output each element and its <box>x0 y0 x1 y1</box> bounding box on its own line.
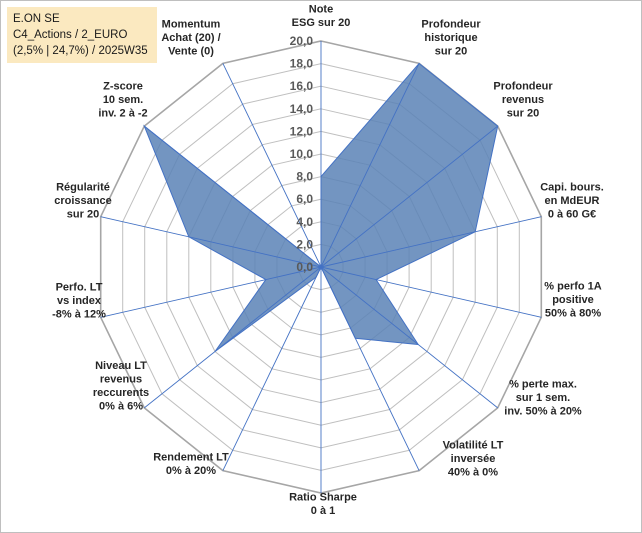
axis-spoke-10 <box>144 266 322 409</box>
radar-spokes <box>100 41 542 493</box>
radial-tick-label: 4,0 <box>296 215 313 229</box>
axis-label-line: % perte max. <box>509 379 577 391</box>
radial-tick-label: 6,0 <box>296 192 313 206</box>
axis-label-line: Régularité <box>56 182 110 194</box>
axis-label-line: Achat (20) / <box>161 32 220 44</box>
axis-label-14: Momentum Achat (20) / Vente (0) <box>161 19 220 58</box>
axis-spoke-5 <box>320 266 542 318</box>
radial-tick-label: 20,0 <box>290 34 314 48</box>
axis-label-line: ESG sur 20 <box>292 17 351 29</box>
axis-label-line: Perfo. LT <box>56 282 103 294</box>
axis-label-line: en MdEUR <box>545 195 600 207</box>
axis-label-line: % perfo 1A <box>544 281 602 293</box>
radial-tick-label: 10,0 <box>290 147 314 161</box>
axis-label-line: sur 20 <box>507 108 539 120</box>
axis-label-13: Z-score 10 sem. inv. 2 à -2 <box>98 81 147 120</box>
axis-spoke-11 <box>100 266 322 318</box>
axis-label-7: Volatilité LT inversée 40% à 0% <box>443 440 504 479</box>
axis-label-line: Momentum <box>162 19 221 31</box>
title-line-1: E.ON SE <box>13 13 60 25</box>
axis-label-line: inversée <box>451 453 496 465</box>
axis-label-10: Niveau LT revenus reccurents 0% à 6% <box>93 360 149 413</box>
radial-tick-label: 18,0 <box>290 57 314 71</box>
axis-label-line: inv. 2 à -2 <box>98 108 147 120</box>
axis-label-line: sur 1 sem. <box>516 392 570 404</box>
axis-label-line: positive <box>552 294 594 306</box>
axis-label-5: % perfo 1A positive 50% à 80% <box>544 281 602 320</box>
axis-label-line: 40% à 0% <box>448 467 498 479</box>
axis-spoke-6 <box>320 266 498 409</box>
axis-spoke-9 <box>222 266 322 471</box>
axis-label-line: sur 20 <box>435 46 467 58</box>
axis-label-line: reccurents <box>93 387 149 399</box>
axis-label-line: croissance <box>54 195 111 207</box>
axis-label-12: Régularité croissance sur 20 <box>54 182 111 221</box>
axis-label-line: inv. 50% à 20% <box>504 406 582 418</box>
axis-label-line: Volatilité LT <box>443 440 504 452</box>
axis-label-line: 0 à 1 <box>311 505 335 517</box>
axis-label-line: 50% à 80% <box>545 308 601 320</box>
axis-label-line: historique <box>424 32 477 44</box>
axis-label-line: revenus <box>502 94 544 106</box>
axis-label-line: Profondeur <box>421 19 481 31</box>
axis-label-line: revenus <box>100 373 142 385</box>
title-line-3: (2,5% | 24,7%) / 2025W35 <box>13 45 148 57</box>
axis-label-1: Note ESG sur 20 <box>292 3 351 29</box>
radial-tick-label: 14,0 <box>290 102 314 116</box>
axis-label-line: -8% à 12% <box>52 309 106 321</box>
radial-tick-label: 12,0 <box>290 124 314 138</box>
axis-label-line: 10 sem. <box>103 94 143 106</box>
title-line-2: C4_Actions / 2_EURO <box>13 29 128 41</box>
axis-spoke-12 <box>100 216 322 268</box>
radial-tick-label: 0,0 <box>296 260 313 274</box>
axis-label-line: 0 à 60 G€ <box>548 209 596 221</box>
axis-label-line: Profondeur <box>493 81 553 93</box>
axis-label-2: Profondeur historique sur 20 <box>421 19 481 58</box>
axis-label-line: vs index <box>57 295 102 307</box>
axis-label-line: 0% à 6% <box>99 400 143 412</box>
axis-spoke-14 <box>222 63 322 268</box>
axis-label-line: Rendement LT <box>153 451 229 463</box>
axis-label-line: Niveau LT <box>95 360 147 372</box>
axis-label-line: sur 20 <box>67 209 99 221</box>
axis-spoke-2 <box>320 63 420 268</box>
axis-labels: Note ESG sur 20 Profondeur historique sur 20… <box>52 3 604 517</box>
axis-label-4: Capi. bours. en MdEUR 0 à 60 G€ <box>540 182 604 221</box>
axis-label-line: Ratio Sharpe <box>289 491 357 503</box>
axis-label-line: Vente (0) <box>168 46 214 58</box>
axis-label-line: 0% à 20% <box>166 465 216 477</box>
axis-label-11: Perfo. LT vs index -8% à 12% <box>52 282 106 321</box>
axis-label-9: Rendement LT 0% à 20% <box>153 451 229 477</box>
radial-tick-labels: 0,0 2,0 4,0 6,0 8,0 10,0 12,0 14,0 16,0 18,0 20,0 <box>290 34 314 274</box>
axis-label-3: Profondeur revenus sur 20 <box>493 81 553 120</box>
radial-tick-label: 8,0 <box>296 170 313 184</box>
axis-label-8: Ratio Sharpe 0 à 1 <box>289 491 357 517</box>
axis-label-6: % perte max. sur 1 sem. inv. 50% à 20% <box>504 379 582 418</box>
radial-tick-label: 2,0 <box>296 237 313 251</box>
axis-spoke-3 <box>320 125 498 268</box>
axis-label-line: Note <box>309 3 333 15</box>
axis-spoke-4 <box>320 216 542 268</box>
radial-tick-label: 16,0 <box>290 79 314 93</box>
axis-label-line: Capi. bours. <box>540 182 604 194</box>
axis-label-line: Z-score <box>103 81 143 93</box>
axis-spoke-13 <box>144 125 322 268</box>
axis-spoke-7 <box>320 266 420 471</box>
chart-title-box: E.ON SE C4_Actions / 2_EURO (2,5% | 24,7… <box>7 7 157 63</box>
